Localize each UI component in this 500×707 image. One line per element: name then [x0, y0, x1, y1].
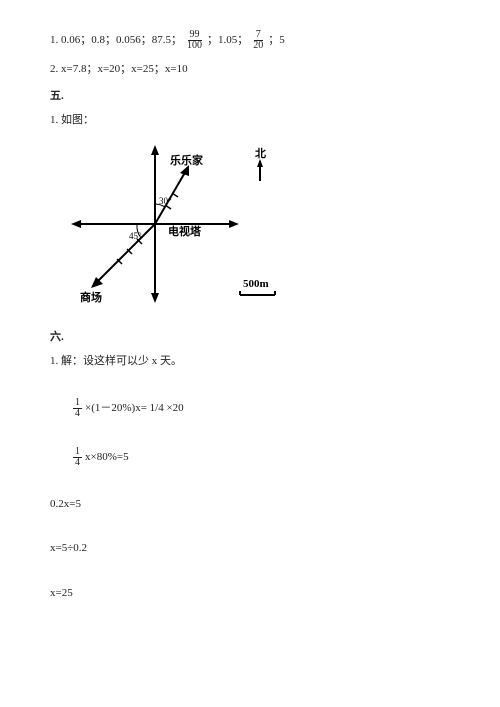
fraction-99-100: 99 100 — [185, 30, 204, 51]
equation-5: x=25 — [50, 585, 450, 602]
item-6-1: 1. 解：设这样可以少 x 天。 — [50, 353, 450, 370]
fraction-1-4: 1 4 — [73, 447, 82, 468]
eq2-rest: x×80%=5 — [85, 449, 129, 466]
label-scale: 500m — [243, 278, 269, 290]
fraction-1-4: 1 4 — [73, 398, 82, 419]
frac-num: 1 — [73, 398, 82, 409]
answers-line-1: 1. 0.06；0.8；0.056；87.5； 99 100 ；1.05； 7 … — [50, 30, 450, 51]
direction-diagram: 乐乐家 北 30° 45° 电视塔 商场 500m — [60, 139, 320, 319]
l1-mid: ；1.05； — [207, 32, 248, 49]
equation-2: 1 4 x×80%=5 — [70, 447, 450, 468]
eq1-rest: ×(1－20%)x= 1/4 ×20 — [85, 400, 184, 417]
label-shop: 商场 — [80, 290, 102, 304]
l1-prefix: 1. 0.06；0.8；0.056；87.5； — [50, 32, 182, 49]
angle-45: 45° — [129, 231, 142, 241]
frac-num: 1 — [73, 447, 82, 458]
diagram-svg: 乐乐家 北 30° 45° 电视塔 商场 500m — [60, 139, 320, 319]
angle-30: 30° — [159, 196, 172, 206]
section-5-heading: 五. — [50, 88, 450, 105]
equation-3: 0.2x=5 — [50, 496, 450, 513]
equation-4: x=5÷0.2 — [50, 540, 450, 557]
page: 1. 0.06；0.8；0.056；87.5； 99 100 ；1.05； 7 … — [0, 0, 500, 707]
label-lele: 乐乐家 — [170, 153, 204, 167]
frac-den: 100 — [185, 41, 204, 51]
frac-den: 4 — [73, 458, 82, 468]
label-north: 北 — [255, 146, 266, 160]
item-5-1: 1. 如图： — [50, 112, 450, 129]
l1-suffix: ；5 — [268, 32, 285, 49]
frac-den: 20 — [251, 41, 265, 51]
label-tv: 电视塔 — [168, 224, 202, 238]
fraction-7-20: 7 20 — [251, 30, 265, 51]
equation-1: 1 4 ×(1－20%)x= 1/4 ×20 — [70, 398, 450, 419]
answers-line-2: 2. x=7.8；x=20；x=25；x=10 — [50, 61, 450, 78]
frac-den: 4 — [73, 409, 82, 419]
section-6-heading: 六. — [50, 329, 450, 346]
